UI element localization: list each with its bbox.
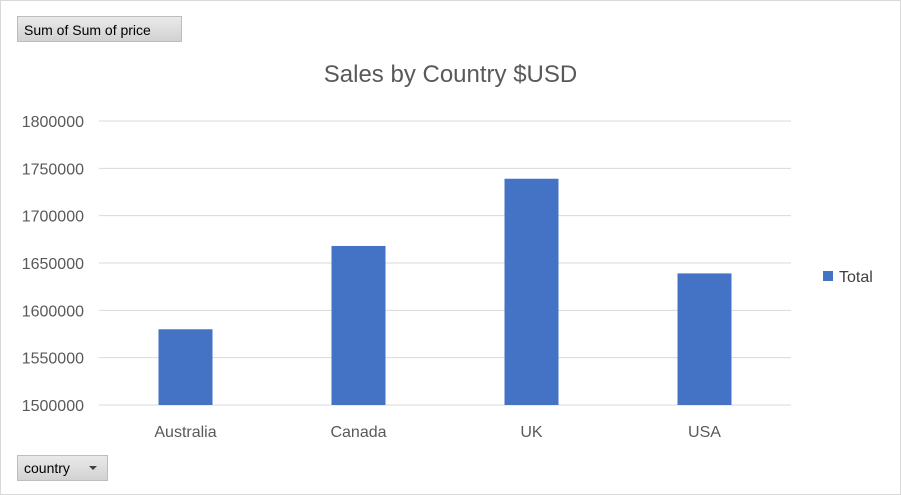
y-tick-label: 1700000 [22,209,84,226]
value-field-button[interactable]: Sum of Sum of price [17,16,182,42]
x-category-label: Australia [154,424,216,441]
legend-label[interactable]: Total [839,269,873,286]
legend-key[interactable] [823,271,833,281]
y-tick-label: 1650000 [22,256,84,273]
bar-uk[interactable] [504,178,559,405]
x-category-label: Canada [330,424,386,441]
value-field-label: Sum of Sum of price [24,22,151,38]
chevron-down-icon[interactable] [89,466,97,470]
y-tick-label: 1800000 [22,114,84,131]
axis-field-button[interactable]: country [17,455,108,481]
bar-usa[interactable] [677,273,732,405]
y-tick-label: 1750000 [22,161,84,178]
axis-field-label: country [24,460,70,476]
y-tick-label: 1500000 [22,398,84,415]
bar-canada[interactable] [331,245,386,405]
x-category-label: USA [688,424,721,441]
bar-australia[interactable] [158,329,213,405]
chart-title[interactable]: Sales by Country $USD [323,61,578,88]
y-tick-label: 1550000 [22,351,84,368]
x-category-label: UK [520,424,543,441]
y-tick-label: 1600000 [22,303,84,320]
